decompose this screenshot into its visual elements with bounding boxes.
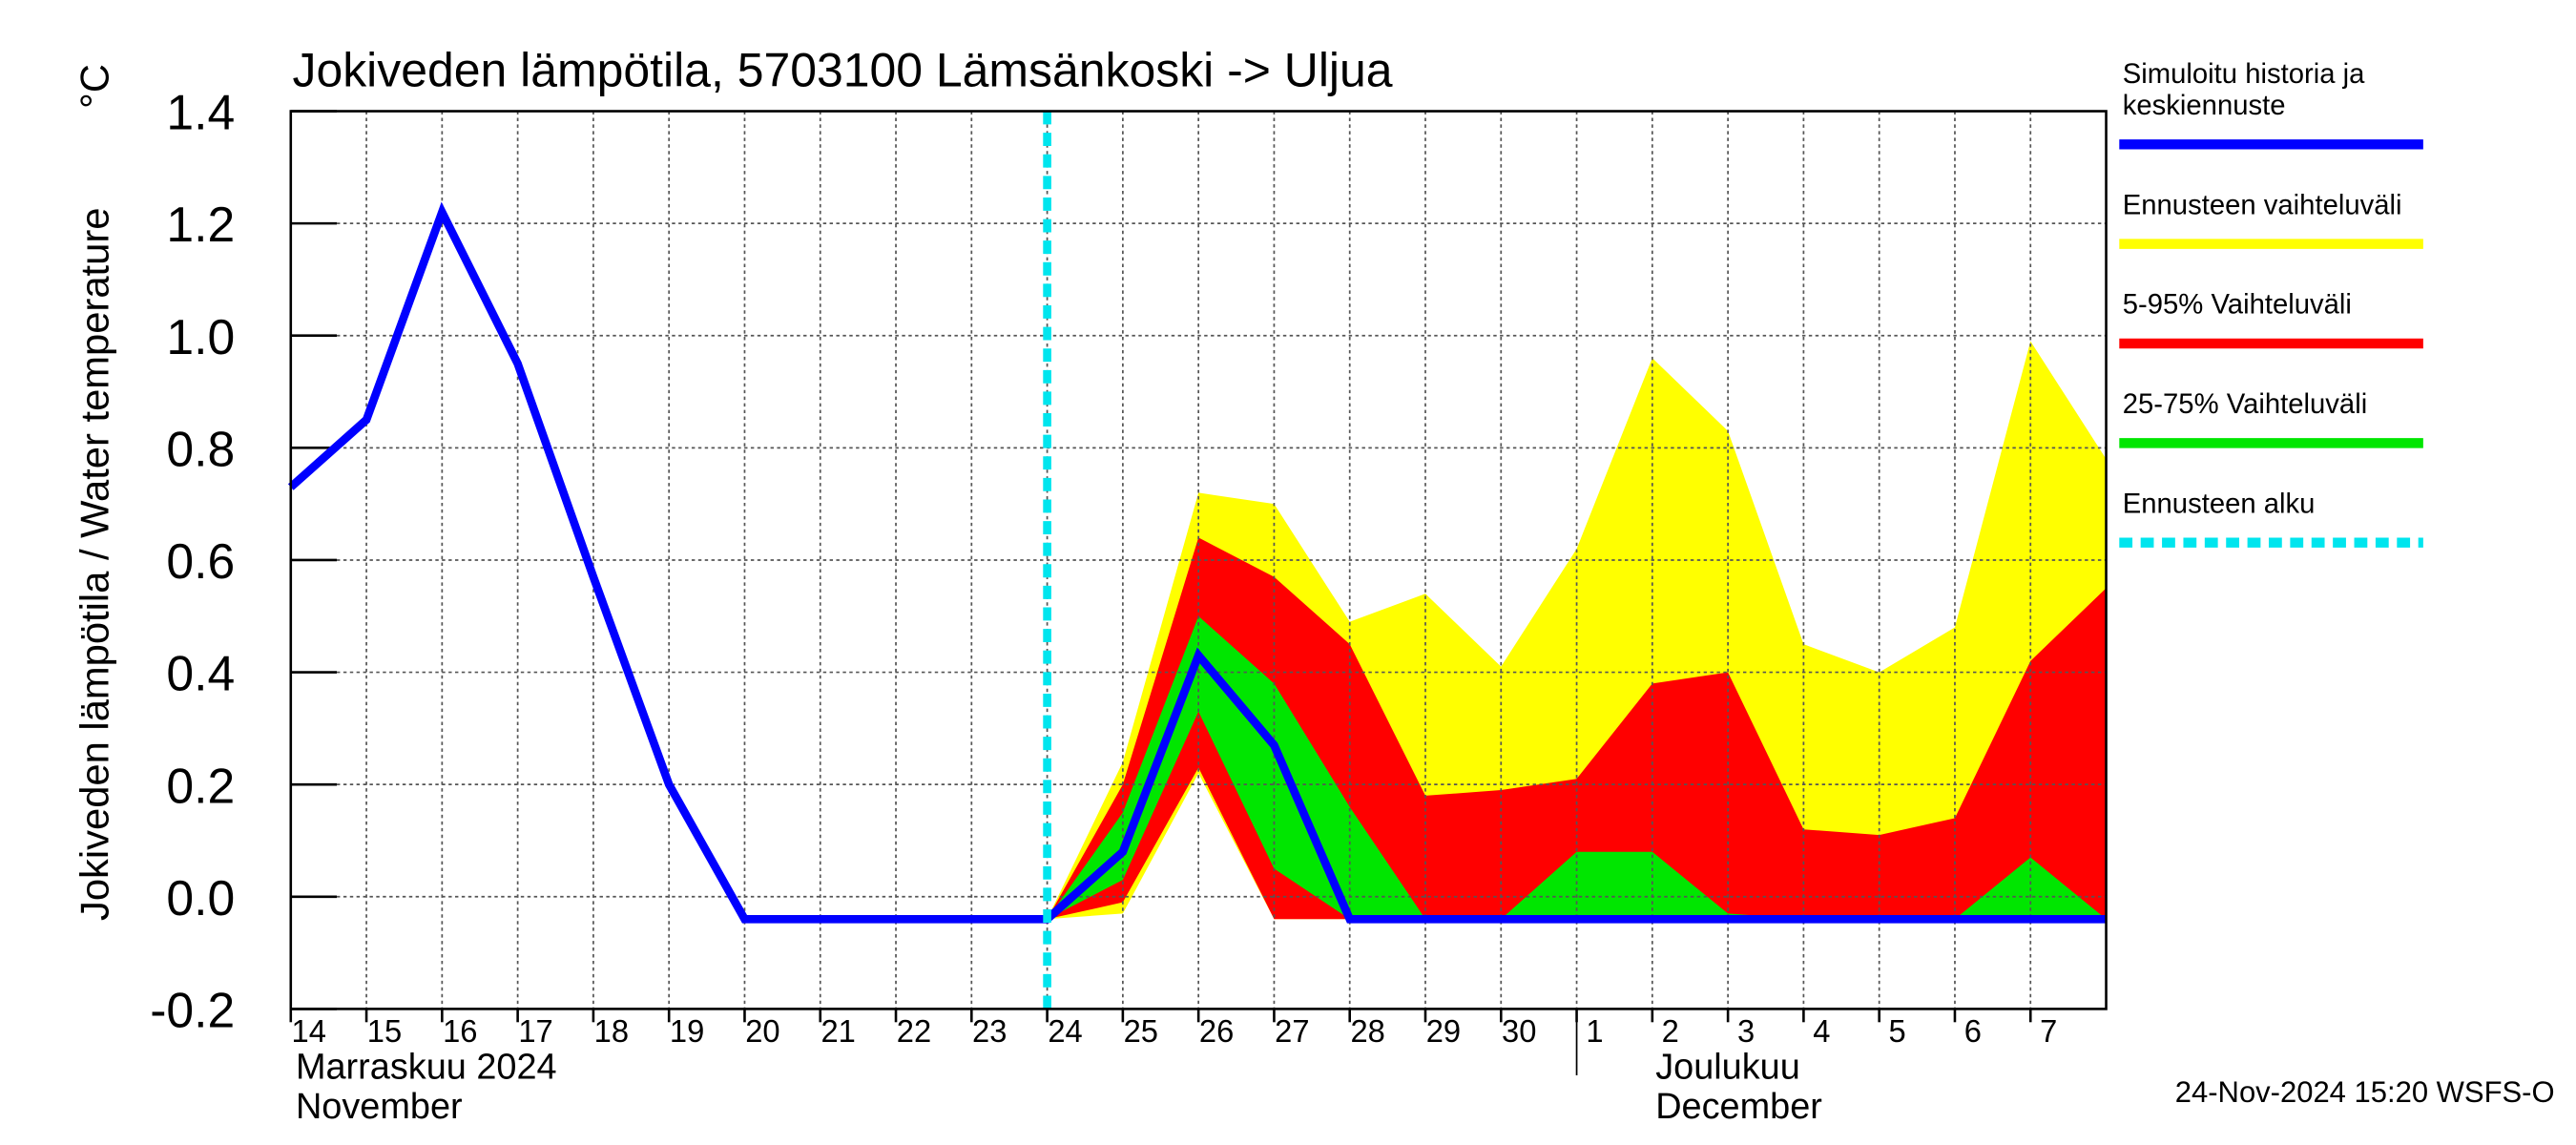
- y-tick-label: 0.2: [166, 759, 235, 814]
- y-tick-label: 1.0: [166, 310, 235, 365]
- month-label: December: [1655, 1087, 1822, 1127]
- x-tick-label: 26: [1199, 1013, 1234, 1049]
- legend-label: 5-95% Vaihteluväli: [2123, 289, 2352, 321]
- month-label: November: [296, 1087, 463, 1127]
- line: [287, 201, 2107, 924]
- month-label: Marraskuu 2024: [296, 1047, 557, 1087]
- x-tick-label: 23: [972, 1013, 1007, 1049]
- legend-label: Simuloitu historia ja keskiennuste: [2123, 58, 2365, 121]
- x-tick-label: 28: [1350, 1013, 1384, 1049]
- y-tick-label: 1.4: [166, 85, 235, 140]
- x-tick-label: 18: [594, 1013, 629, 1049]
- y-tick-label: 0.6: [166, 534, 235, 590]
- x-tick-label: 29: [1426, 1013, 1461, 1049]
- y-axis-label: Jokiveden lämpötila / Water temperature: [73, 208, 117, 921]
- legend-label: 25-75% Vaihteluväli: [2123, 388, 2367, 420]
- x-tick-label: 24: [1048, 1013, 1082, 1049]
- x-tick-label: 15: [367, 1013, 402, 1049]
- x-tick-label: 16: [443, 1013, 477, 1049]
- y-axis-unit: °C: [73, 64, 117, 109]
- footer: 24-Nov-2024 15:20 WSFS-O: [2175, 1075, 2555, 1109]
- x-tick-label: 25: [1124, 1013, 1158, 1049]
- x-tick-label: 2: [1662, 1013, 1679, 1049]
- month-label: Joulukuu: [1655, 1047, 1800, 1087]
- x-tick-label: 5: [1889, 1013, 1906, 1049]
- x-tick-label: 14: [292, 1013, 326, 1049]
- x-tick-label: 7: [2040, 1013, 2057, 1049]
- range-band: [1047, 615, 2107, 920]
- x-tick-label: 22: [897, 1013, 931, 1049]
- legend-label: Ennusteen vaihteluväli: [2123, 189, 2402, 220]
- x-tick-label: 30: [1502, 1013, 1536, 1049]
- y-tick-label: 1.2: [166, 198, 235, 253]
- chart-title: Jokiveden lämpötila, 5703100 Lämsänkoski…: [293, 43, 1393, 96]
- x-tick-label: 19: [670, 1013, 704, 1049]
- legend-label: Ennusteen alku: [2123, 488, 2316, 519]
- x-tick-label: 21: [821, 1013, 855, 1049]
- x-tick-label: 3: [1737, 1013, 1755, 1049]
- x-tick-label: 17: [518, 1013, 552, 1049]
- x-tick-label: 1: [1586, 1013, 1603, 1049]
- x-tick-label: 20: [745, 1013, 779, 1049]
- x-tick-label: 6: [1964, 1013, 1982, 1049]
- y-tick-label: 0.8: [166, 422, 235, 477]
- x-tick-label: 4: [1813, 1013, 1830, 1049]
- y-tick-label: 0.4: [166, 646, 235, 701]
- x-tick-label: 27: [1275, 1013, 1309, 1049]
- plot-frame: [289, 110, 2108, 1010]
- y-tick-label: -0.2: [150, 983, 235, 1038]
- y-tick-label: 0.0: [166, 871, 235, 926]
